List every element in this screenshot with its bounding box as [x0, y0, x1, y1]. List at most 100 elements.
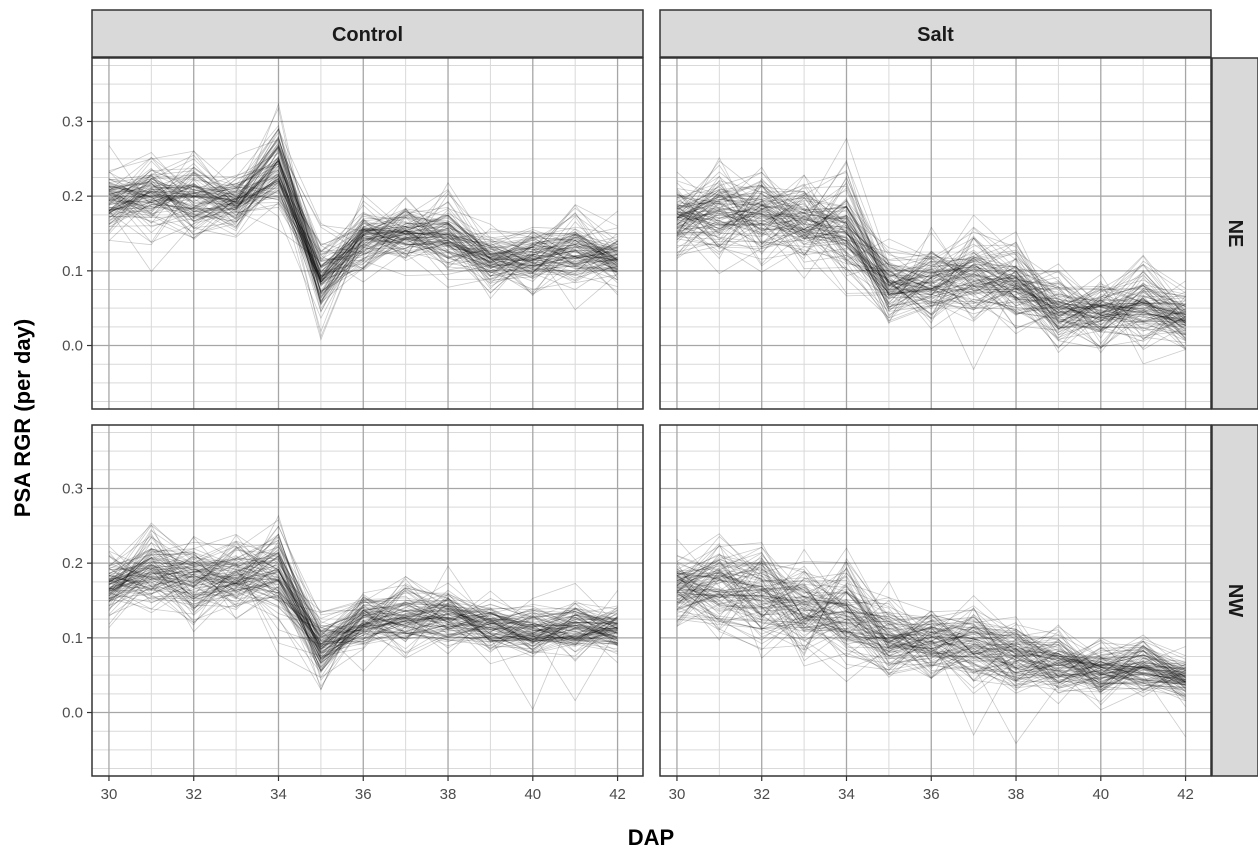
series-line	[108, 535, 618, 657]
series-line	[676, 196, 1186, 317]
series-line	[676, 180, 1186, 316]
series-line	[108, 162, 618, 268]
series-line	[108, 565, 618, 650]
series-line	[108, 160, 618, 272]
series-line	[676, 189, 1186, 331]
series-line	[108, 546, 618, 646]
panel-control-ne	[91, 57, 644, 410]
series-line	[676, 207, 1186, 324]
series-line	[676, 573, 1186, 692]
series-line	[676, 610, 1186, 689]
series-line	[108, 137, 618, 277]
series-line	[108, 560, 618, 655]
series-line	[108, 180, 618, 281]
x-axis-title: DAP	[628, 825, 674, 850]
series-line	[108, 525, 618, 658]
series-line	[676, 570, 1186, 688]
panel-border	[91, 424, 644, 777]
series-line	[108, 200, 618, 295]
series-line	[676, 577, 1186, 686]
series-line	[676, 577, 1186, 689]
series-line	[108, 174, 618, 279]
series-line	[108, 558, 618, 652]
series-line	[676, 573, 1186, 684]
series-line	[676, 220, 1186, 349]
series-line	[108, 148, 618, 263]
series-line	[676, 217, 1186, 340]
series-line	[676, 578, 1186, 696]
series-line	[108, 566, 618, 660]
series-line	[108, 556, 618, 661]
series-line	[676, 175, 1186, 334]
series-line	[676, 189, 1186, 337]
series-line	[676, 170, 1186, 314]
series-line	[676, 213, 1186, 323]
series-line	[108, 548, 618, 673]
series-line	[108, 566, 618, 672]
series-line	[676, 183, 1186, 317]
series-line	[676, 585, 1186, 683]
x-tick-label: 32	[753, 786, 770, 803]
series-line	[676, 202, 1186, 333]
series-line	[676, 180, 1186, 312]
series-line	[676, 188, 1186, 345]
series-line	[676, 575, 1186, 677]
series-line	[676, 569, 1186, 686]
series-line	[676, 581, 1186, 689]
series-line	[108, 145, 618, 284]
series-line	[676, 572, 1186, 678]
series-line	[676, 569, 1186, 684]
series-line	[676, 571, 1186, 680]
x-tick-label: 32	[185, 786, 202, 803]
series-line	[108, 551, 618, 668]
series-line	[108, 147, 618, 295]
series-line	[676, 593, 1186, 696]
series-line	[676, 190, 1186, 311]
series-line	[676, 194, 1186, 348]
series-line	[676, 175, 1186, 342]
series-line	[108, 183, 618, 341]
series-line	[676, 570, 1186, 711]
strip-label-ne: NE	[1224, 220, 1246, 248]
series-line	[676, 207, 1186, 332]
series-line	[676, 194, 1186, 326]
series-line	[676, 564, 1186, 703]
series-line	[108, 545, 618, 631]
series-line	[108, 559, 618, 647]
series-line	[676, 568, 1186, 745]
series-line	[676, 598, 1186, 693]
series-line	[676, 570, 1186, 676]
series-line	[676, 579, 1186, 683]
series-line	[676, 174, 1186, 314]
series-line	[108, 557, 618, 664]
series-line	[676, 575, 1186, 683]
series-line	[108, 572, 618, 658]
series-line	[108, 554, 618, 651]
series-line	[108, 135, 618, 285]
x-tick-label: 40	[1092, 786, 1109, 803]
series-line	[676, 576, 1186, 738]
series-line	[676, 156, 1186, 339]
series-line	[108, 144, 618, 264]
series-line	[676, 202, 1186, 339]
series-line	[676, 591, 1186, 680]
series-line	[676, 559, 1186, 678]
series-line	[676, 185, 1186, 340]
series-line	[676, 584, 1186, 693]
series-line	[676, 565, 1186, 671]
series-line	[676, 564, 1186, 678]
series-line	[108, 575, 618, 662]
series-line	[108, 174, 618, 280]
panel-border	[659, 57, 1212, 410]
series-line	[676, 219, 1186, 330]
series-line	[676, 572, 1186, 682]
series-line	[108, 555, 618, 660]
series-line	[108, 536, 618, 640]
series-line	[108, 140, 618, 269]
series-line	[108, 155, 618, 280]
series-line	[676, 137, 1186, 326]
series-line	[108, 160, 618, 277]
series-line	[676, 182, 1186, 316]
series-line	[676, 205, 1186, 351]
series-line	[676, 209, 1186, 349]
